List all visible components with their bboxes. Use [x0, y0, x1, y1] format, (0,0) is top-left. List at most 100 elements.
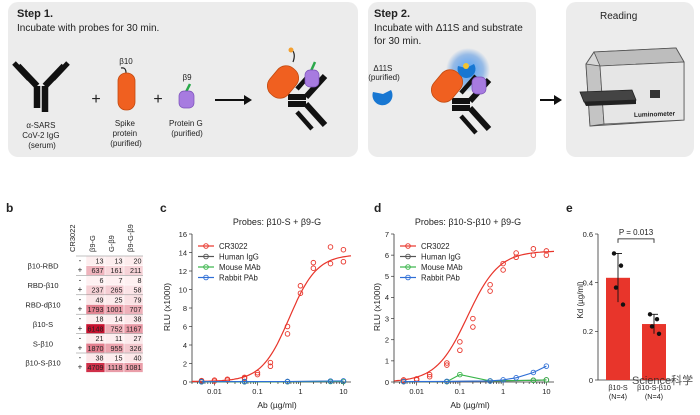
chart-c-legend-label: Human IgG	[219, 253, 259, 262]
panel-d: d Probes: β10-S-β10 + β9-G RLU (x1000) A…	[372, 201, 555, 410]
chart-d-line-rabbit	[403, 365, 547, 383]
chart-c-y-tick-label: 12	[179, 267, 187, 276]
heat-cell-value: 265	[111, 286, 123, 295]
heat-cell-value: 6	[100, 276, 104, 285]
chart-d-point-cr3022	[444, 362, 450, 368]
luminometer-icon: Luminometer	[579, 47, 685, 127]
reading-panel: Reading Luminometer	[566, 2, 694, 157]
heat-cell-value: 13	[115, 257, 123, 266]
chart-c-x-tick-label: 10	[339, 387, 347, 396]
heat-cell-value: 27	[134, 334, 142, 343]
plus-sign: +	[78, 324, 83, 333]
chart-d-point-cr3022	[470, 324, 476, 330]
chart-c-x-tick-label: 0.01	[207, 387, 222, 396]
chart-c-point-cr3022	[310, 265, 317, 271]
step2-subtitle: Incubate with Δ11S and substrate for 30 …	[374, 23, 526, 47]
chart-c-line-rabbit	[201, 380, 344, 383]
step1-title: Step 1.	[17, 8, 53, 20]
arrow-right-2-icon	[540, 95, 562, 105]
chart-e-point	[611, 251, 617, 256]
chart-d-point-cr3022	[470, 315, 476, 322]
chart-d-point-cr3022	[543, 252, 550, 258]
chart-c-point-rabbit	[340, 378, 347, 384]
plus-sign: +	[78, 285, 83, 294]
chart-c-y-tick-label: 10	[179, 285, 187, 294]
chart-d-point-cr3022	[530, 246, 537, 252]
chart-d-x-tick-label: 10	[542, 387, 550, 396]
chart-c-x-tick-label: 1	[298, 387, 302, 396]
spike-label: Spike protein (purified)	[110, 119, 142, 148]
chart-e-y-tick-label: 0.2	[583, 327, 593, 336]
chart-e-point	[656, 331, 662, 336]
chart-c-point-cr3022	[254, 370, 261, 376]
chart-d-point-rabbit	[400, 378, 407, 385]
panel-c: c Probes: β10-S + β9-G RLU (x1000) Ab (µ…	[160, 201, 352, 410]
chart-e-y-tick-label: 0.4	[583, 278, 593, 287]
heat-cell-value: 7	[119, 276, 123, 285]
heat-cell-value: 326	[130, 344, 142, 353]
chart-d-legend-marker	[405, 243, 411, 249]
chart-c-xlabel: Ab (µg/ml)	[257, 400, 297, 410]
chart-c-legend-label: Rabbit PAb	[219, 274, 259, 283]
chart-d-point-rabbit	[530, 369, 537, 376]
chart-d-point-cr3022	[457, 339, 463, 345]
heat-cell-value: 11	[115, 334, 122, 343]
chart-e-category-label: β10-S-β10	[637, 383, 671, 392]
spike-protein-icon	[117, 67, 136, 111]
chart-c-point-cr3022	[327, 244, 334, 250]
chart-d-point-mouse	[457, 371, 463, 378]
panel-e: e Kd (µg/ml) 00.20.40.6β10-S(N=4)β10-S-β…	[566, 201, 674, 401]
chart-e-point	[620, 302, 626, 307]
chart-d-y-tick-label: 0	[385, 378, 389, 387]
heat-cell-value: 955	[111, 344, 123, 353]
chart-d-y-tick-label: 2	[385, 336, 389, 345]
heat-table-row-label: RBD-β10	[28, 281, 59, 290]
heat-cell	[123, 362, 144, 373]
chart-d-legend-marker	[405, 264, 411, 270]
chart-c-point-cr3022	[267, 363, 274, 370]
heat-cell-value: 40	[134, 354, 142, 363]
heat-table-column-header: β9-G-β9	[126, 224, 135, 252]
heat-cell-value: 21	[96, 334, 104, 343]
chart-c-y-tick-label: 0	[183, 378, 187, 387]
chart-e-point	[647, 312, 653, 317]
heat-cell-value: 25	[115, 295, 123, 304]
heat-cell-value: 637	[92, 266, 104, 275]
panel-b: b CR3022 β9-G G-β9 β9-G-β9 β10-RBD-+13 13 206…	[6, 201, 144, 373]
chart-c-axes	[191, 234, 351, 383]
proteing-tag-label: β9	[182, 73, 192, 82]
chart-d-x-tick-label: 0.01	[409, 387, 424, 396]
chart-c-point-cr3022	[297, 283, 304, 289]
complex-icon	[266, 47, 328, 131]
chart-e-category-label: (N=4)	[609, 392, 627, 401]
heat-cell-value: 6148	[88, 324, 104, 333]
chart-c-point-cr3022	[284, 323, 291, 330]
plus-sign: +	[78, 343, 83, 352]
chart-d-point-cr3022	[413, 377, 420, 383]
plus-sign: +	[78, 266, 83, 275]
delta11s-label: Δ11S (purified)	[368, 64, 400, 82]
chart-e-point	[654, 316, 660, 322]
heat-cell-value: 15	[115, 354, 123, 363]
plus-sign: +	[78, 363, 83, 372]
chart-d-point-rabbit	[444, 378, 450, 385]
chart-c-point-rabbit	[241, 378, 248, 385]
chart-d-point-rabbit	[543, 363, 550, 369]
panel-e-letter: e	[566, 201, 573, 215]
heat-table-column-header: CR3022	[68, 224, 77, 252]
chart-d-y-tick-label: 6	[385, 251, 389, 260]
chart-d-x-tick-label: 0.1	[455, 387, 465, 396]
protein-g-icon	[178, 83, 195, 109]
antibody-icon	[12, 61, 70, 112]
chart-d-point-mouse	[530, 377, 537, 384]
heat-cell-value: 8	[138, 276, 142, 285]
chart-d-point-cr3022	[500, 260, 506, 267]
arrow-right-icon	[215, 95, 252, 105]
chart-c-title: Probes: β10-S + β9-G	[233, 217, 321, 227]
chart-d-xlabel: Ab (µg/ml)	[450, 400, 490, 410]
chart-c-y-tick-label: 6	[183, 322, 187, 331]
chart-d-point-cr3022	[500, 267, 506, 273]
heat-table-row-label: S-β10	[33, 339, 53, 348]
